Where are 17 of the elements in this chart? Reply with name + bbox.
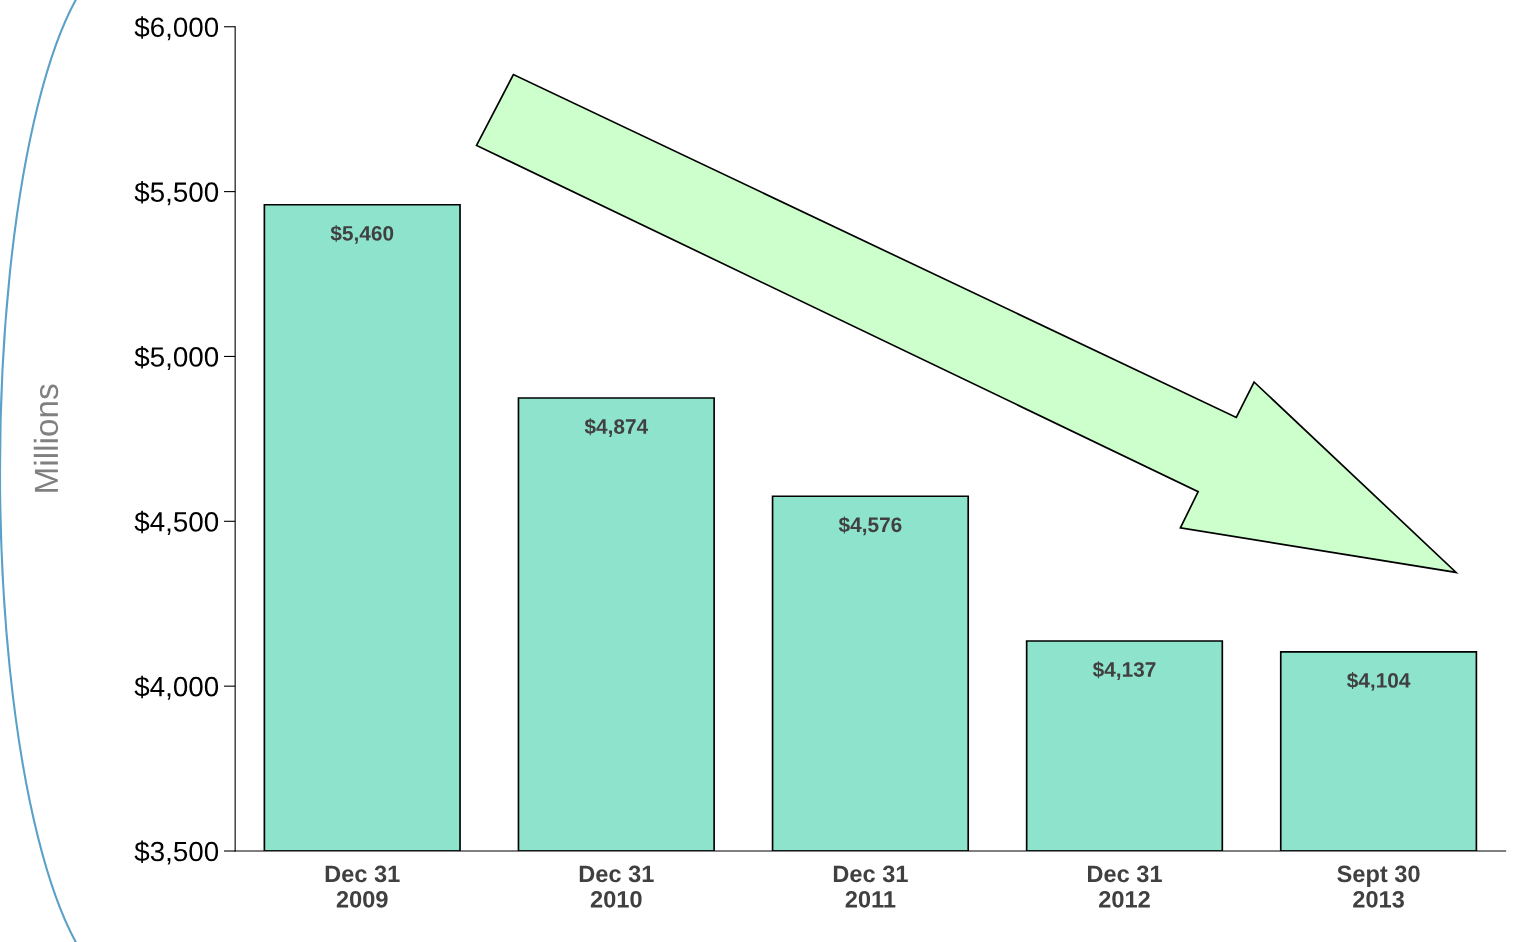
data-label: $4,874 (584, 418, 649, 437)
x-tick-label: Dec 31 2009 (325, 865, 400, 908)
y-tick-label: $6,000 (134, 16, 219, 41)
y-axis-title: Millions (33, 384, 59, 492)
y-tick-label: $4,000 (134, 675, 219, 700)
data-label: $5,460 (330, 225, 394, 244)
y-tick-label: $4,500 (134, 510, 219, 535)
x-tick-label: Sept 30 2013 (1337, 865, 1420, 908)
y-tick-label: $3,500 (134, 840, 219, 865)
x-tick-label: Dec 31 2011 (833, 865, 908, 908)
y-tick-label: $5,500 (134, 181, 219, 206)
data-label: $4,576 (838, 516, 902, 536)
x-tick-label: Dec 31 2012 (1088, 865, 1162, 908)
data-label: $4,137 (1092, 661, 1156, 680)
y-tick-label: $5,000 (134, 345, 219, 371)
data-label: $4,104 (1346, 672, 1411, 691)
x-tick-label: Dec 31 2010 (579, 865, 654, 908)
